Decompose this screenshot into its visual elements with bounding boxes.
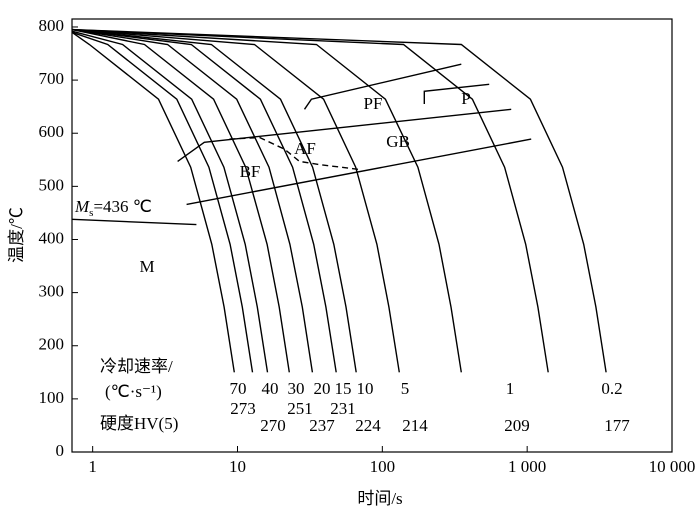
rate-title: (℃·s⁻¹) (105, 382, 162, 401)
hardness-label: 214 (402, 416, 428, 435)
y-tick-label: 0 (56, 441, 65, 460)
hardness-label: 273 (230, 399, 256, 418)
rate-label: 5 (401, 379, 410, 398)
region-label: GB (386, 132, 410, 151)
curve (71, 28, 462, 373)
region-label: BF (240, 162, 261, 181)
y-tick-label: 700 (39, 69, 65, 88)
ms-label: Ms=436 ℃ (74, 197, 152, 219)
ms-main: M (74, 197, 90, 216)
x-tick-label: 1 000 (508, 457, 546, 476)
curve (71, 28, 400, 373)
curve (71, 31, 254, 373)
region-label: AF (294, 139, 316, 158)
y-tick-label: 200 (39, 335, 65, 354)
y-axis-title: 温度/℃ (7, 207, 26, 263)
rate-label: 70 (230, 379, 247, 398)
rate-label: 1 (506, 379, 515, 398)
curve (71, 28, 314, 373)
x-tick-label: 100 (370, 457, 396, 476)
x-tick-label: 10 (229, 457, 246, 476)
y-tick-label: 100 (39, 388, 65, 407)
rate-label: 20 (314, 379, 331, 398)
region-label: P (461, 89, 470, 108)
hardness-label: 177 (604, 416, 630, 435)
x-axis-title: 时间/s (357, 489, 402, 508)
x-tick-label: 1 (88, 457, 97, 476)
curve (71, 28, 549, 373)
dashed-boundary (229, 136, 360, 171)
rate-label: 0.2 (601, 379, 622, 398)
hardness-label: 270 (260, 416, 286, 435)
hardness-label: 224 (355, 416, 381, 435)
hardness-label: 209 (504, 416, 530, 435)
ms-rest: =436 ℃ (93, 197, 151, 216)
region-label: PF (364, 94, 383, 113)
curve (71, 30, 269, 373)
rate-title: 冷却速率/ (100, 357, 173, 376)
curve (71, 218, 197, 226)
x-tick-label: 10 000 (649, 457, 696, 476)
y-tick-label: 600 (39, 122, 65, 141)
y-tick-label: 300 (39, 282, 65, 301)
curve (71, 31, 235, 373)
rate-title: 硬度HV(5) (100, 414, 178, 433)
hardness-label: 251 (287, 399, 313, 418)
curve (71, 28, 337, 373)
hardness-label: 231 (330, 399, 356, 418)
curve (71, 28, 607, 373)
rate-label: 30 (288, 379, 305, 398)
rate-label: 10 (357, 379, 374, 398)
curve (177, 108, 512, 162)
rate-label: 40 (262, 379, 279, 398)
curve (303, 63, 462, 110)
hardness-label: 237 (309, 416, 335, 435)
y-tick-label: 500 (39, 175, 65, 194)
y-tick-label: 800 (39, 16, 65, 35)
curve (71, 28, 357, 373)
ms-sub: s (89, 207, 93, 219)
rate-label: 15 (335, 379, 352, 398)
curve (186, 138, 532, 206)
plot-frame (71, 18, 673, 453)
curve (423, 83, 490, 104)
region-label: M (139, 257, 154, 276)
y-tick-label: 400 (39, 228, 65, 247)
curve (71, 28, 290, 373)
